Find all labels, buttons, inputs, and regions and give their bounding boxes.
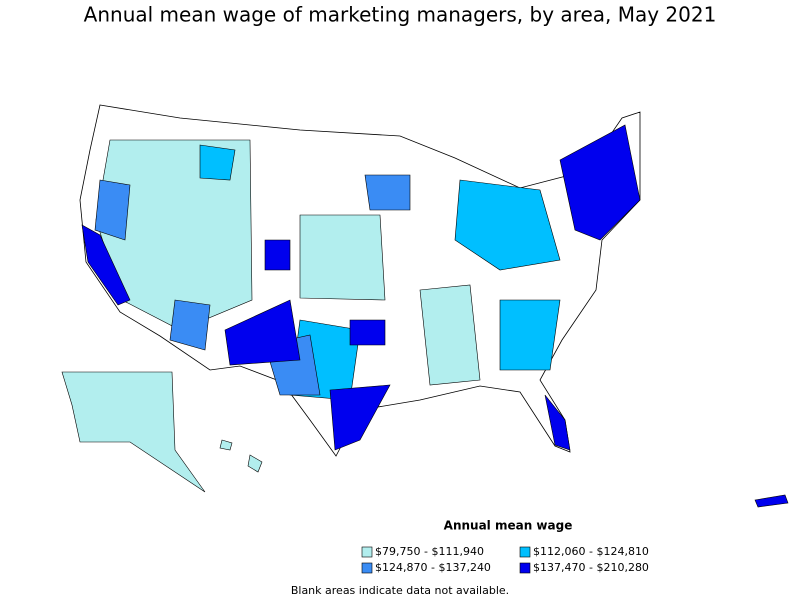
legend-label: $79,750 - $111,940 [375,545,484,558]
legend-swatch [361,546,373,558]
region [454,179,561,271]
map [61,104,789,508]
legend-swatch [361,562,373,574]
region [544,394,571,451]
puerto-rico [754,494,789,508]
region [81,224,131,306]
region [299,214,386,301]
note: Blank areas indicate data not available. [291,584,509,597]
hawaii [219,439,233,451]
legend-swatch [519,562,531,574]
region [419,284,481,386]
region [329,384,391,451]
region [364,174,411,211]
region [94,179,131,241]
region [224,299,301,366]
region [264,239,291,271]
region [349,319,386,346]
region [559,124,641,241]
region [499,299,561,371]
hawaii [247,454,263,473]
legend-label: $124,870 - $137,240 [375,561,491,574]
legend-title: Annual mean wage [444,519,573,533]
region [199,144,236,181]
legend: Annual mean wage $79,750 - $111,940 $112,… [361,519,649,574]
alaska [61,371,206,493]
title: Annual mean wage of marketing managers, … [84,3,717,27]
legend-swatch [519,546,531,558]
legend-label: $137,470 - $210,280 [533,561,649,574]
region [169,299,211,351]
legend-label: $112,060 - $124,810 [533,545,649,558]
